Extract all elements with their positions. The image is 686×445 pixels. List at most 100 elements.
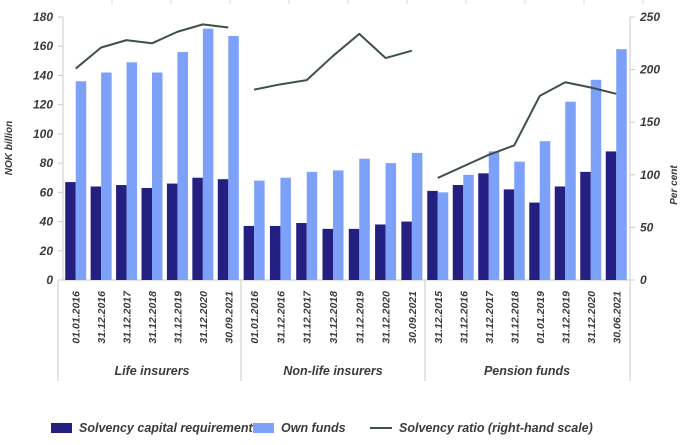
legend-item-scr: Solvency capital requirement — [51, 421, 253, 435]
date-label: 30.09.2021 — [223, 291, 235, 344]
bar-scr-31.12.2016 — [269, 225, 281, 280]
left-tick-label: 40 — [39, 215, 54, 229]
bar-scr-31.12.2018 — [503, 189, 515, 280]
bar-scr-30.06.2021 — [605, 151, 617, 280]
bar-scr-31.12.2017 — [296, 223, 307, 280]
bar-own-31.12.2015 — [437, 192, 449, 280]
right-axis-title: Per cent — [669, 165, 680, 205]
date-label: 31.12.2017 — [122, 290, 134, 344]
right-tick-label: 100 — [640, 168, 660, 182]
date-label: 31.12.2018 — [328, 291, 340, 344]
left-tick-label: 20 — [39, 244, 54, 258]
bar-scr-31.12.2019 — [166, 183, 178, 280]
group-label: Pension funds — [484, 364, 570, 378]
bar-own-01.01.2016 — [254, 180, 265, 280]
bar-scr-30.09.2021 — [401, 221, 412, 280]
date-label: 31.12.2020 — [381, 291, 393, 344]
solvency-chart: 0 20 40 60 80 100 120 140 160 180 0 50 100 150 200 250 0… — [4, 0, 680, 381]
date-label: 31.12.2019 — [560, 291, 572, 344]
date-label: 01.01.2016 — [71, 291, 83, 344]
legend-line-swatch-icon — [370, 427, 392, 429]
date-label: 31.12.2020 — [586, 291, 598, 344]
right-tick-label: 250 — [639, 10, 660, 24]
bar-own-31.12.2019 — [359, 158, 370, 280]
date-label: 31.12.2019 — [172, 291, 184, 344]
bar-scr-01.01.2019 — [529, 202, 540, 280]
date-label: 31.12.2017 — [302, 290, 314, 344]
bar-own-31.12.2020 — [202, 28, 214, 280]
right-tick-label: 150 — [640, 115, 660, 129]
date-label: 31.12.2018 — [147, 291, 159, 344]
bar-own-31.12.2019 — [565, 101, 576, 280]
ratio-line — [75, 23, 229, 70]
right-tick-label: 0 — [640, 273, 647, 287]
bar-scr-31.12.2019 — [348, 228, 360, 280]
bar-own-31.12.2016 — [463, 174, 474, 280]
left-tick-label: 60 — [40, 185, 54, 199]
bar-scr-31.12.2019 — [554, 186, 566, 280]
bar-own-31.12.2018 — [333, 170, 344, 280]
right-tick-label: 50 — [640, 220, 654, 234]
bar-own-31.12.2016 — [101, 72, 112, 281]
date-label: 30.06.2021 — [611, 291, 623, 344]
bar-own-31.12.2016 — [280, 177, 291, 280]
left-tick-label: 0 — [46, 273, 53, 287]
date-label: 01.01.2016 — [249, 291, 261, 344]
date-label: 31.12.2020 — [198, 291, 210, 344]
bar-scr-31.12.2018 — [322, 228, 333, 280]
legend-swatch-scr-icon — [51, 423, 72, 433]
left-tick-label: 140 — [33, 68, 53, 82]
bar-scr-01.01.2016 — [65, 182, 76, 280]
bar-own-31.12.2017 — [306, 171, 318, 280]
ratio-line — [437, 81, 617, 179]
date-label: 31.12.2016 — [275, 291, 287, 344]
left-tick-label: 120 — [33, 98, 53, 112]
date-label: 31.12.2018 — [509, 291, 521, 344]
legend-item-ratio: Solvency ratio (right-hand scale) — [370, 421, 593, 435]
bar-scr-31.12.2020 — [580, 171, 591, 280]
bar-scr-31.12.2020 — [375, 224, 386, 280]
bar-scr-31.12.2017 — [116, 185, 127, 280]
bar-scr-31.12.2016 — [452, 185, 464, 280]
date-label: 31.12.2017 — [484, 290, 496, 344]
legend-label-own: Own funds — [281, 421, 346, 435]
legend-item-own: Own funds — [253, 421, 346, 435]
bar-scr-31.12.2015 — [427, 190, 438, 280]
bar-own-30.09.2021 — [411, 152, 423, 280]
date-label: 31.12.2015 — [433, 291, 445, 344]
legend-swatch-own-icon — [253, 423, 274, 433]
date-label: 31.12.2016 — [458, 291, 470, 344]
bar-own-31.12.2020 — [385, 163, 397, 280]
bar-own-31.12.2019 — [177, 52, 188, 280]
bar-own-31.12.2018 — [514, 161, 525, 280]
legend-label-scr: Solvency capital requirement — [79, 421, 253, 435]
bar-own-30.09.2021 — [228, 35, 239, 280]
left-axis-title: NOK billion — [4, 121, 15, 175]
bar-own-01.01.2019 — [539, 141, 551, 280]
bar-scr-31.12.2017 — [478, 173, 489, 280]
left-tick-label: 100 — [33, 127, 53, 141]
bar-own-31.12.2017 — [488, 151, 500, 280]
left-tick-label: 80 — [40, 156, 54, 170]
group-label: Non-life insurers — [283, 364, 382, 378]
legend-label-ratio: Solvency ratio (right-hand scale) — [399, 421, 593, 435]
left-tick-label: 180 — [33, 10, 53, 24]
group-label: Life insurers — [114, 364, 189, 378]
bar-own-31.12.2020 — [590, 79, 602, 280]
bar-own-31.12.2018 — [152, 72, 163, 281]
bar-own-30.06.2021 — [616, 49, 627, 281]
ratio-line — [253, 32, 413, 91]
date-label: 01.01.2019 — [535, 291, 547, 344]
bar-scr-31.12.2020 — [192, 177, 203, 280]
bar-scr-31.12.2018 — [141, 187, 152, 280]
bar-scr-31.12.2016 — [90, 186, 102, 280]
bar-scr-30.09.2021 — [217, 179, 229, 280]
date-label: 31.12.2016 — [96, 291, 108, 344]
bar-own-01.01.2016 — [75, 81, 87, 281]
bar-scr-01.01.2016 — [243, 225, 255, 280]
right-tick-label: 200 — [639, 63, 660, 77]
date-label: 31.12.2019 — [354, 291, 366, 344]
date-label: 30.09.2021 — [407, 291, 419, 344]
left-tick-label: 160 — [33, 39, 53, 53]
